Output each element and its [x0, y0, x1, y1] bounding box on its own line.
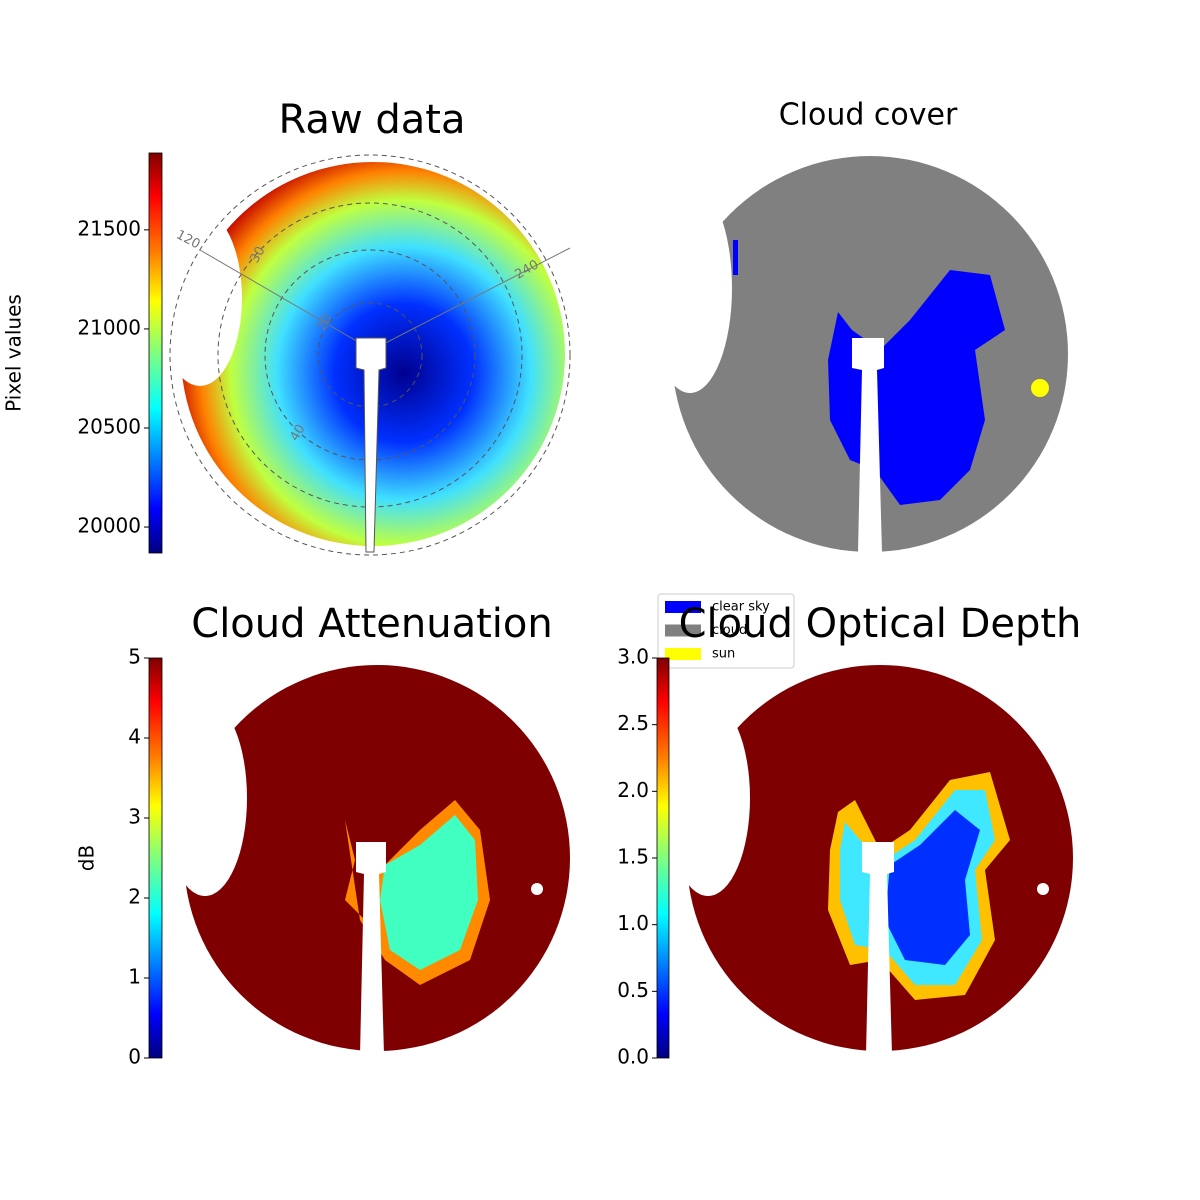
colorbar-tick-label: 2.0 — [617, 778, 649, 802]
colorbar-tick-label: 4 — [128, 725, 141, 749]
colorbar-tick-label: 1.5 — [617, 845, 649, 869]
colorbar-tick-label: 0.0 — [617, 1045, 649, 1069]
colorbar — [148, 657, 163, 1059]
optical-depth-image — [666, 665, 1073, 1055]
colorbar-tick-label: 2 — [128, 885, 141, 909]
legend-swatch — [665, 648, 701, 660]
colorbar-tick-label: 0 — [128, 1045, 141, 1069]
colorbar-tick-label: 20500 — [77, 414, 141, 438]
colorbar-tick-label: 3.0 — [617, 645, 649, 669]
colorbar-tick-label: 2.5 — [617, 711, 649, 735]
colorbar-label: dB — [75, 845, 99, 871]
legend-label: sun — [712, 647, 735, 662]
legend-label: clear sky — [712, 600, 770, 615]
cloud-cover-image — [648, 156, 1068, 552]
polar-grid-label: 20 — [314, 312, 335, 334]
legend-swatch — [665, 624, 701, 637]
colorbar-tick-label: 21000 — [77, 315, 141, 339]
colorbar-tick-label: 0.5 — [617, 978, 649, 1002]
panel-title: Raw data — [279, 97, 466, 143]
colorbar-tick-label: 20000 — [77, 514, 141, 538]
colorbar-tick-label: 1.0 — [617, 911, 649, 935]
colorbar-tick-label: 1 — [128, 965, 141, 989]
raw-sky-image — [158, 154, 571, 556]
colorbar — [656, 657, 670, 1059]
panel-title: Cloud cover — [779, 98, 958, 133]
colorbar-tick-label: 3 — [128, 805, 141, 829]
colorbar-label: Pixel values — [2, 294, 26, 412]
colorbar-tick-label: 21500 — [77, 216, 141, 240]
polar-grid-label: 30 — [247, 244, 268, 266]
attenuation-image — [163, 665, 570, 1055]
polar-grid-label: 40 — [287, 422, 308, 444]
colorbar-tick-label: 5 — [128, 645, 141, 669]
legend-label: cloud — [712, 623, 747, 638]
panel-title: Cloud Optical Depth — [679, 601, 1082, 647]
legend-swatch — [665, 601, 701, 613]
panel-title: Cloud Attenuation — [191, 601, 552, 647]
colorbar — [148, 152, 163, 554]
